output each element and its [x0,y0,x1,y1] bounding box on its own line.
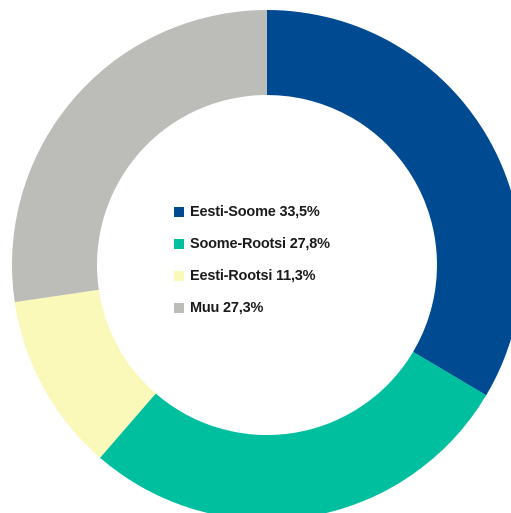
legend-item-eesti-soome: Eesti-Soome 33,5% [174,196,330,228]
legend-swatch-eesti-soome [174,207,184,217]
legend-item-eesti-rootsi: Eesti-Rootsi 11,3% [174,260,330,292]
legend-swatch-soome-rootsi [174,239,184,249]
legend-label-soome-rootsi: Soome-Rootsi 27,8% [190,236,330,252]
legend-label-eesti-rootsi: Eesti-Rootsi 11,3% [190,268,316,284]
slice-muu [11,10,267,303]
slice-eesti-soome [267,10,511,396]
legend-label-eesti-soome: Eesti-Soome 33,5% [190,204,320,220]
chart-legend: Eesti-Soome 33,5% Soome-Rootsi 27,8% Ees… [174,196,330,324]
legend-item-muu: Muu 27,3% [174,292,330,324]
slice-soome-rootsi [100,351,487,513]
legend-label-muu: Muu 27,3% [190,300,264,316]
legend-swatch-eesti-rootsi [174,271,184,281]
slice-eesti-rootsi [14,289,156,458]
legend-swatch-muu [174,303,184,313]
legend-item-soome-rootsi: Soome-Rootsi 27,8% [174,228,330,260]
